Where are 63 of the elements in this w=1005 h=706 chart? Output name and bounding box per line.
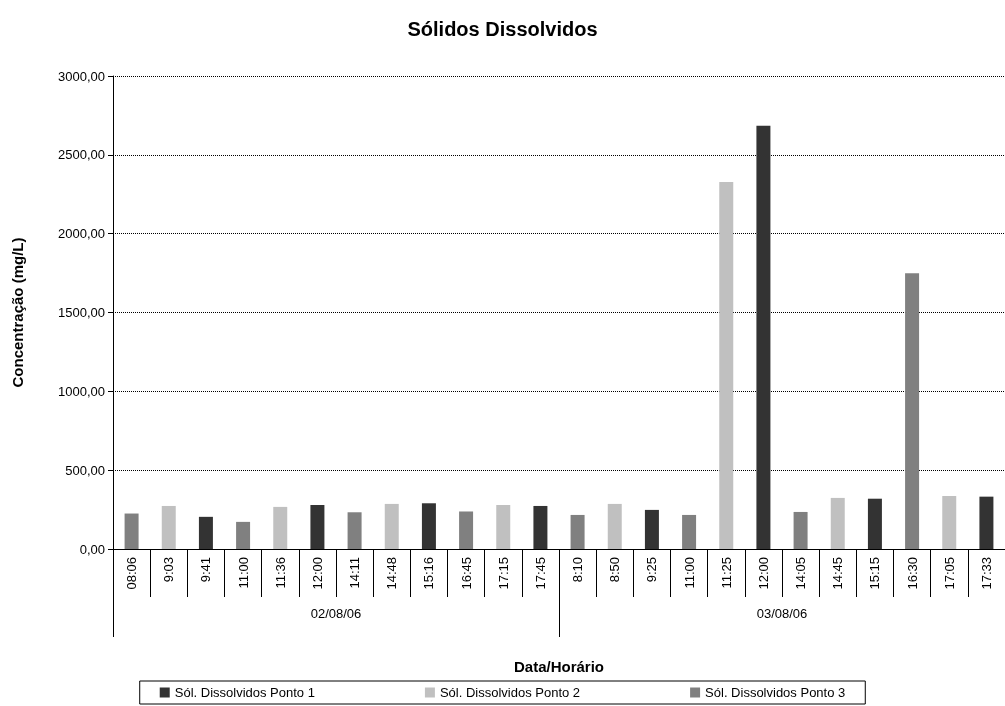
x-tick-label: 17:33	[978, 557, 994, 590]
x-tick-label: 16:30	[904, 557, 920, 590]
x-tick-label: 14:11	[347, 557, 363, 589]
bar	[236, 521, 251, 549]
bar	[979, 496, 994, 549]
bar	[719, 182, 734, 549]
x-tick-label: 11:25	[718, 557, 734, 589]
x-tick-label: 17:45	[532, 557, 548, 590]
x-tick-label: 11:00	[681, 557, 697, 589]
bar	[421, 503, 436, 549]
x-tick-label: 11:00	[235, 557, 251, 589]
bar	[310, 505, 325, 549]
bar	[124, 513, 139, 549]
x-tick-label: 8:50	[607, 557, 623, 583]
x-tick-label: 9:03	[161, 557, 177, 583]
y-tick-label: 1000,00	[58, 383, 105, 399]
x-tick-label: 17:15	[495, 557, 511, 590]
x-tick-label: 12:00	[309, 557, 325, 590]
y-tick-label: 2000,00	[58, 226, 105, 242]
bar	[570, 514, 585, 549]
y-tick-label: 3000,00	[58, 68, 105, 84]
x-tick-label: 08:06	[124, 557, 140, 590]
bar	[644, 509, 659, 549]
y-tick-label: 1500,00	[58, 305, 105, 320]
legend-label: Sól. Dissolvidos Ponto 3	[705, 685, 846, 700]
x-tick-label: 14:45	[830, 557, 846, 590]
bar	[496, 505, 511, 549]
x-tick-label: 14:05	[793, 557, 809, 590]
x-tick-label: 15:16	[421, 557, 437, 590]
bar	[273, 506, 288, 549]
x-tick-label: 15:15	[867, 557, 883, 590]
bar	[942, 496, 957, 549]
bar	[756, 125, 771, 549]
bar	[867, 498, 882, 549]
bar	[384, 503, 399, 549]
y-tick-label: 2500,00	[58, 147, 105, 163]
y-axis-title: Concentração (mg/L)	[9, 237, 26, 388]
x-axis-title: Data/Horário	[513, 658, 605, 675]
x-tick-label: 9:25	[644, 557, 660, 583]
bar	[830, 497, 845, 549]
bar	[793, 511, 808, 549]
text: 02/08/06	[310, 606, 362, 621]
bar	[607, 503, 622, 549]
text: 03/08/06	[756, 606, 808, 621]
x-tick-label: 17:05	[941, 557, 957, 590]
bar	[347, 512, 362, 549]
x-tick-label: 12:00	[755, 557, 771, 590]
legend-label: Sól. Dissolvidos Ponto 1	[174, 685, 315, 700]
bar	[533, 505, 548, 549]
y-tick-label: 0,00	[79, 541, 105, 557]
legend-label: Sól. Dissolvidos Ponto 2	[439, 685, 581, 700]
x-tick-label: 11:36	[272, 557, 288, 589]
x-tick-label: 14:48	[384, 557, 400, 590]
bar	[905, 273, 920, 549]
x-tick-label: 16:45	[458, 557, 474, 590]
bar	[198, 516, 213, 549]
bar	[161, 505, 176, 549]
y-tick-label: 500,00	[65, 462, 105, 478]
bar	[459, 511, 474, 549]
bar	[682, 514, 697, 549]
chart-title: Sólidos Dissolvidos	[407, 18, 598, 40]
x-tick-label: 8:10	[570, 557, 586, 583]
x-tick-label: 9:41	[198, 557, 214, 583]
